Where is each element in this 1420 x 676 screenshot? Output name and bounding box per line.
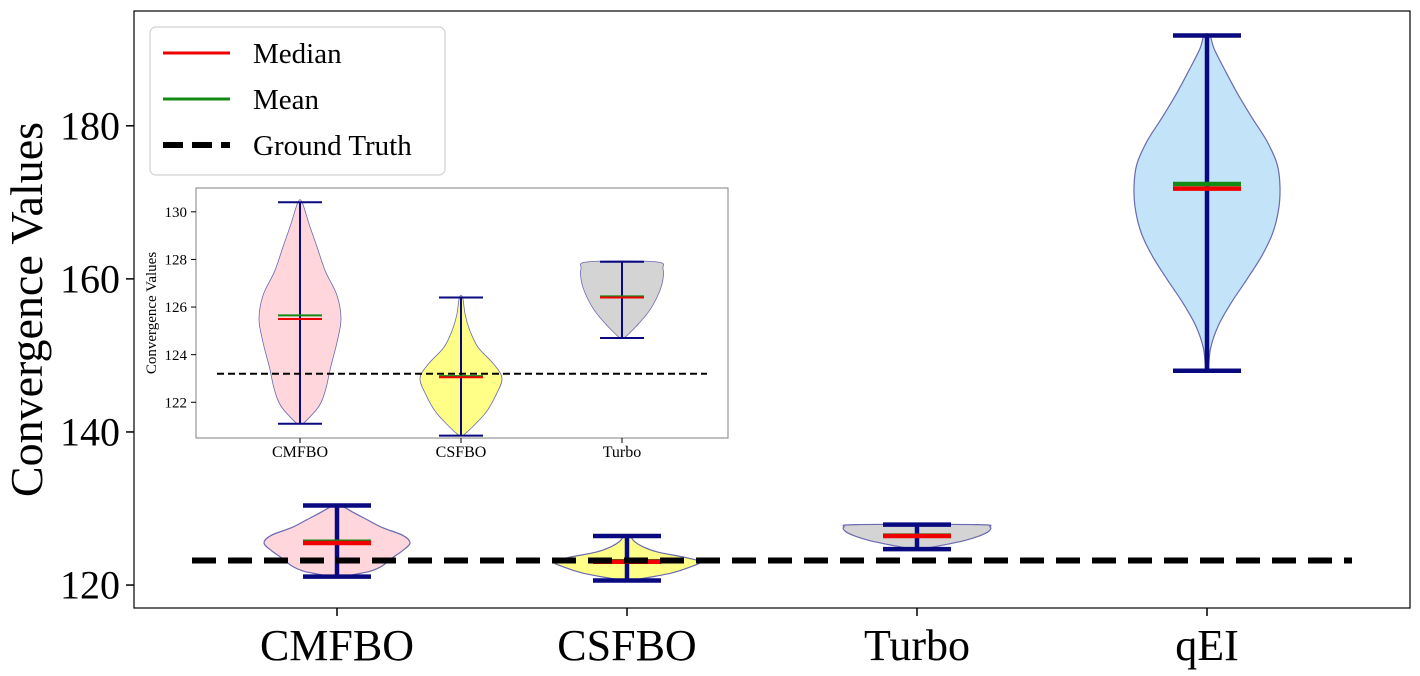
y-tick-label-180: 180 [60, 103, 120, 148]
inset-x-tick-label-turbo: Turbo [603, 444, 642, 461]
legend-label-median: Median [253, 38, 342, 70]
violin-group-qei [1133, 33, 1281, 373]
plot-frame [133, 10, 1411, 609]
x-tick-label-turbo: Turbo [864, 621, 970, 670]
legend: Median Mean Ground Truth [149, 26, 446, 176]
inset-y-tick-label-124: 124 [165, 348, 188, 364]
inset-violin-group-csfbo [419, 295, 503, 437]
legend-label-mean: Mean [253, 84, 320, 116]
inset-y-tick-label-126: 126 [165, 300, 188, 316]
inset-x-tick-label-csfbo: CSFBO [436, 444, 487, 461]
inset-x-tick-label-cmfbo: CMFBO [272, 444, 328, 461]
violin-group-cmfbo [263, 503, 411, 579]
inset-chart: 122 124 126 128 130 Convergence Values CMFBO CS… [144, 187, 729, 461]
inset-plot-frame [195, 187, 729, 439]
inset-y-tick-label-128: 128 [165, 253, 188, 269]
x-tick-label-csfbo: CSFBO [557, 621, 696, 670]
x-tick-label-qei: qEI [1175, 621, 1239, 670]
inset-y-tick-label-130: 130 [165, 205, 188, 221]
x-tick-label-cmfbo: CMFBO [260, 621, 414, 670]
legend-box [149, 26, 446, 176]
inset-y-axis-label: Convergence Values [144, 252, 160, 374]
inset-violin-group-turbo [580, 260, 664, 339]
legend-label-ground-truth: Ground Truth [253, 130, 412, 162]
y-tick-label-140: 140 [60, 410, 120, 455]
y-tick-label-120: 120 [60, 563, 120, 608]
y-tick-label-160: 160 [60, 256, 120, 301]
violin-group-turbo [842, 522, 992, 552]
inset-violin-group-cmfbo [258, 199, 342, 425]
y-axis-label: Convergence Values [1, 122, 52, 497]
inset-y-tick-label-122: 122 [165, 395, 188, 411]
